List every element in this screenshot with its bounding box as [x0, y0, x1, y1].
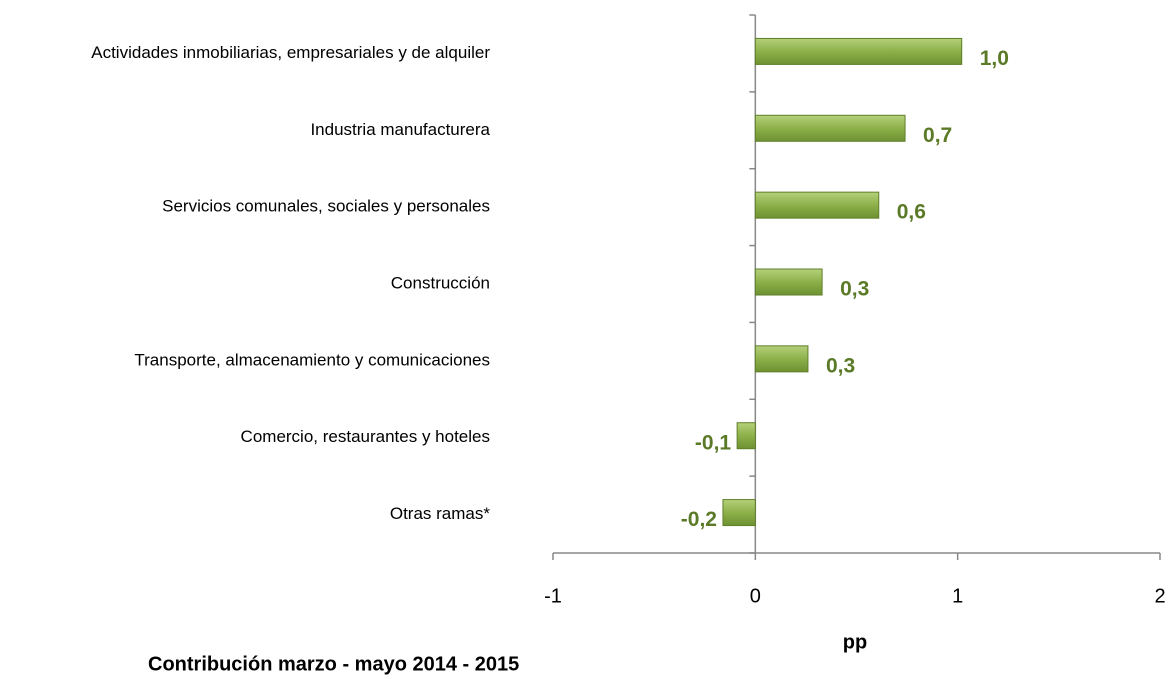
x-tick-label: -1 — [544, 585, 562, 607]
value-label: 1,0 — [980, 47, 1009, 70]
value-label: 0,3 — [826, 354, 855, 377]
y-tick-label: Construcción — [391, 273, 490, 292]
x-tick-label: 0 — [750, 585, 761, 607]
y-tick-label: Otras ramas* — [390, 504, 491, 523]
value-label: -0,1 — [695, 431, 732, 454]
bar — [754, 345, 809, 373]
y-tick-label: Comercio, restaurantes y hoteles — [241, 427, 490, 446]
x-axis-label: pp — [843, 631, 867, 653]
value-label: 0,6 — [897, 201, 926, 224]
value-label: 0,3 — [840, 278, 869, 301]
y-tick-label: Industria manufacturera — [310, 120, 490, 139]
bar — [754, 268, 823, 296]
bar — [754, 191, 880, 219]
y-tick-label: Transporte, almacenamiento y comunicacio… — [134, 350, 490, 369]
chart-title: Contribución marzo - mayo 2014 - 2015 — [148, 653, 519, 675]
bar — [754, 114, 906, 142]
bar — [736, 422, 756, 450]
y-tick-label: Actividades inmobiliarias, empresariales… — [91, 43, 490, 62]
value-label: -0,2 — [681, 508, 717, 531]
bar — [754, 37, 963, 65]
bar — [722, 499, 756, 527]
y-tick-label: Servicios comunales, sociales y personal… — [162, 197, 490, 216]
x-tick-label: 1 — [952, 585, 963, 607]
value-label: 0,7 — [923, 124, 952, 147]
x-tick-label: 2 — [1154, 585, 1165, 607]
